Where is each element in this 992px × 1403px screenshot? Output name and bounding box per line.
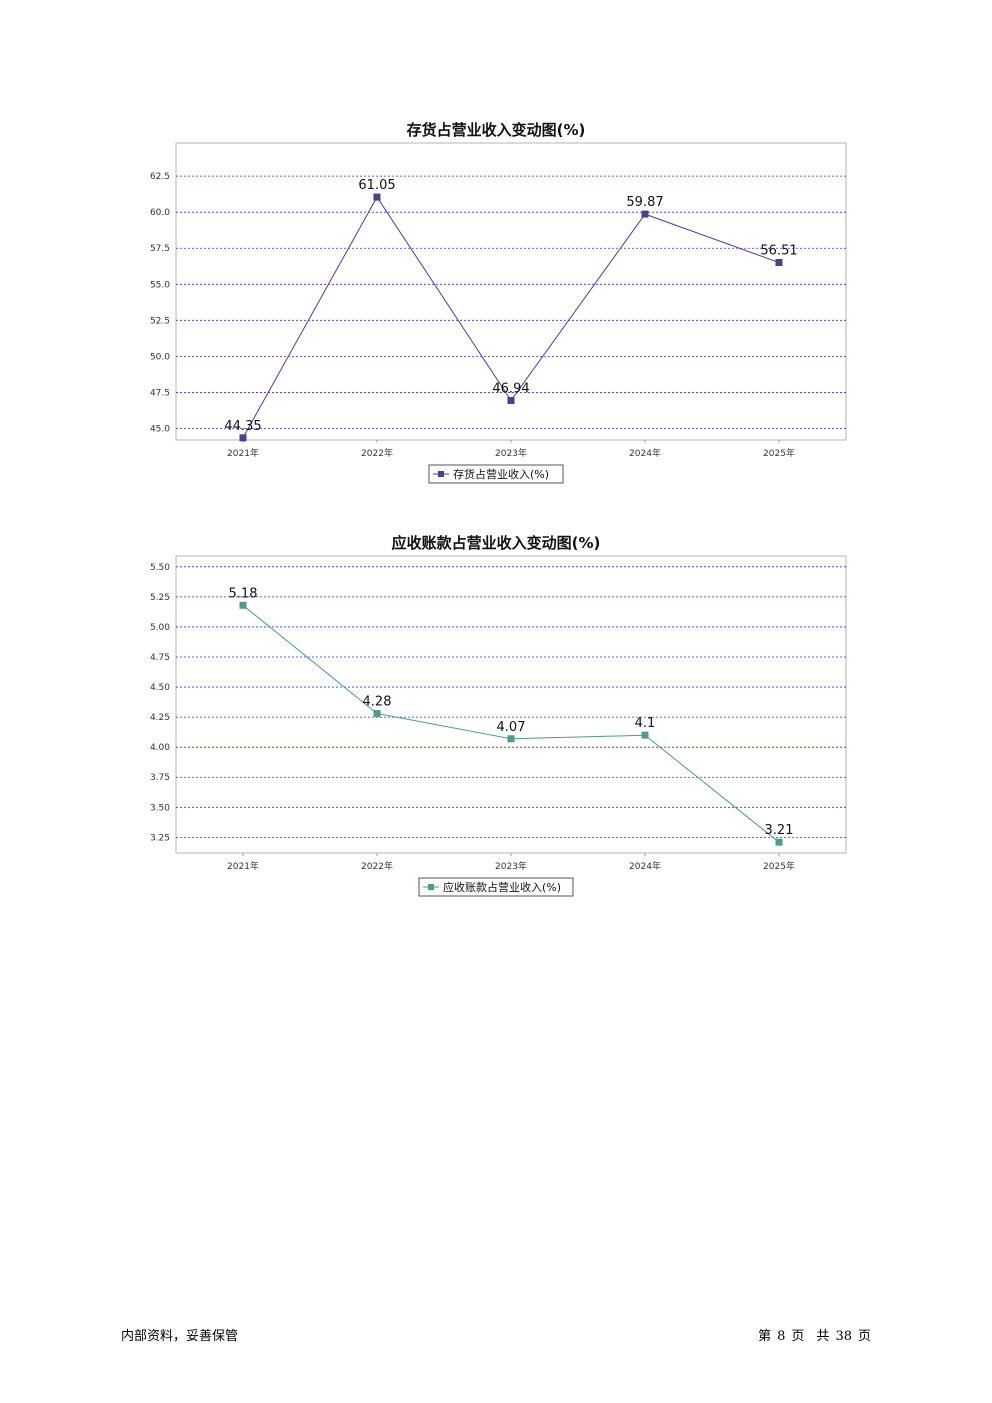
data-label: 3.21 [765,823,794,838]
legend-label: 存货占营业收入(%) [453,467,549,481]
chart-title: 存货占营业收入变动图(%) [407,121,586,139]
receivables-ratio-chart-svg: 应收账款占营业收入变动图(%) 3.25 3.50 3.75 4.00 4.25 4.50 4… [150,534,847,897]
total-suffix: 页 [857,1329,871,1344]
y-tick-label: 47.5 [150,388,170,398]
data-label: 59.87 [626,195,663,210]
plot-area [175,142,847,441]
inventory-ratio-chart-svg: 存货占营业收入变动图(%) 45.0 47.5 50.0 52.5 55.0 57.5 60.… [150,121,847,484]
data-label: 4.28 [363,695,392,710]
y-tick-label: 45.0 [150,424,170,434]
total-prefix: 共 [816,1329,830,1344]
confidential-note: 内部资料，妥善保管 [121,1329,239,1344]
page-indicator: 第 8 页共 38 页 [758,1325,871,1344]
data-point [239,434,247,442]
x-tick-label: 2022年 [361,447,393,459]
x-tick-label: 2021年 [227,447,259,459]
data-label: 46.94 [492,381,529,396]
inventory-ratio-chart: 存货占营业收入变动图(%) 45.0 47.5 50.0 52.5 55.0 57.5 60.… [0,110,992,490]
y-tick-label: 60.0 [150,208,170,218]
y-tick-label: 4.75 [150,653,170,663]
y-tick-label: 3.25 [150,833,170,843]
y-tick-label: 50.0 [150,352,170,362]
y-tick-label: 5.00 [150,623,170,633]
y-tick-label: 5.50 [150,563,170,573]
data-point [641,731,649,739]
data-point [775,838,783,846]
legend-marker [438,471,444,477]
y-tick-label: 4.25 [150,713,170,723]
data-point [507,735,515,743]
x-tick-label: 2023年 [495,447,527,459]
x-tick-label: 2021年 [227,860,259,872]
y-tick-label: 55.0 [150,280,170,290]
data-point [373,193,381,201]
y-tick-label: 4.50 [150,683,170,693]
receivables-ratio-chart: 应收账款占营业收入变动图(%) 3.25 3.50 3.75 4.00 4.25 4.50 4… [0,523,992,903]
y-tick-label: 5.25 [150,593,170,603]
plot-area [175,555,847,854]
data-label: 61.05 [358,178,395,193]
y-tick-label: 57.5 [150,244,170,254]
legend-label: 应收账款占营业收入(%) [443,880,561,894]
data-point [507,396,515,404]
total-pages: 38 [835,1329,852,1344]
page-number: 8 [777,1329,786,1344]
y-tick-label: 62.5 [150,172,170,182]
data-point [373,710,381,718]
data-label: 5.18 [229,586,258,601]
x-tick-label: 2022年 [361,860,393,872]
y-tick-label: 3.50 [150,803,170,813]
y-tick-label: 4.00 [150,743,170,753]
data-point [239,601,247,609]
data-label: 44.35 [224,419,261,434]
data-label: 4.1 [635,716,656,731]
data-point [641,210,649,218]
page-suffix: 页 [791,1329,805,1344]
x-tick-label: 2024年 [629,860,661,872]
x-tick-label: 2025年 [763,860,795,872]
legend-box [428,464,564,484]
legend-marker [428,884,434,890]
data-label: 56.51 [760,244,797,259]
chart-title: 应收账款占营业收入变动图(%) [392,534,601,552]
y-tick-label: 3.75 [150,773,170,783]
x-tick-label: 2023年 [495,860,527,872]
page-prefix: 第 [758,1329,772,1344]
data-label: 4.07 [497,720,526,735]
x-tick-label: 2025年 [763,447,795,459]
data-point [775,259,783,267]
legend-box [418,877,574,897]
x-tick-label: 2024年 [629,447,661,459]
y-tick-label: 52.5 [150,316,170,326]
